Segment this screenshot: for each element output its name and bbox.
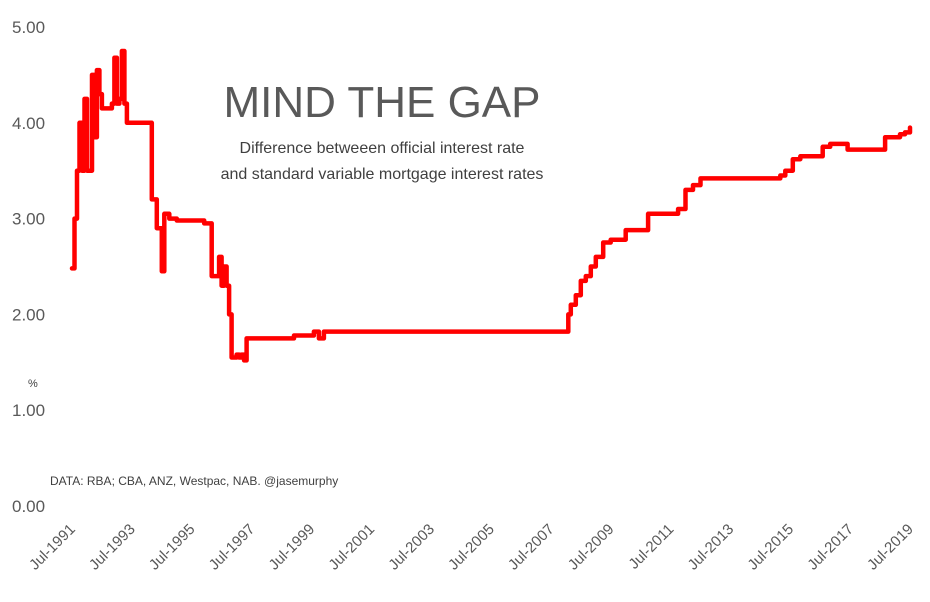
x-tick-label: Jul-2009	[565, 521, 618, 574]
y-axis-ticks: 0.00 1.00 2.00 3.00 4.00 5.00	[12, 18, 45, 516]
source-note: DATA: RBA; CBA, ANZ, Westpac, NAB. @jase…	[50, 474, 338, 488]
x-tick-label: Jul-1995	[146, 521, 199, 574]
chart-subtitle-line-1: Difference betweeen official interest ra…	[240, 140, 525, 157]
y-tick-label: 0.00	[12, 497, 45, 516]
x-tick-label: Jul-2001	[325, 521, 378, 574]
x-tick-label: Jul-2013	[685, 521, 738, 574]
x-tick-label: Jul-2007	[505, 521, 558, 574]
series-line	[69, 48, 913, 363]
chart-title: MIND THE GAP	[223, 78, 540, 127]
x-tick-label: Jul-1997	[206, 521, 259, 574]
y-axis-label: %	[28, 378, 38, 390]
y-tick-label: 2.00	[12, 305, 45, 324]
x-tick-label: Jul-2011	[625, 521, 677, 573]
y-tick-label: 3.00	[12, 210, 45, 229]
x-tick-label: Jul-1999	[266, 521, 319, 574]
x-tick-label: Jul-1991	[26, 521, 79, 574]
chart-subtitle-line-2: and standard variable mortgage interest …	[221, 166, 544, 183]
x-tick-label: Jul-2005	[445, 521, 498, 574]
x-tick-label: Jul-2003	[385, 521, 438, 574]
y-tick-label: 5.00	[12, 18, 45, 37]
y-tick-label: 4.00	[12, 114, 45, 133]
x-tick-label: Jul-1993	[86, 521, 139, 574]
x-tick-label: Jul-2015	[744, 521, 797, 574]
y-tick-label: 1.00	[12, 401, 45, 420]
x-axis-ticks: Jul-1991 Jul-1993 Jul-1995 Jul-1997 Jul-1999…	[26, 521, 917, 574]
x-tick-label: Jul-2019	[864, 521, 917, 574]
x-tick-label: Jul-2017	[804, 521, 857, 574]
